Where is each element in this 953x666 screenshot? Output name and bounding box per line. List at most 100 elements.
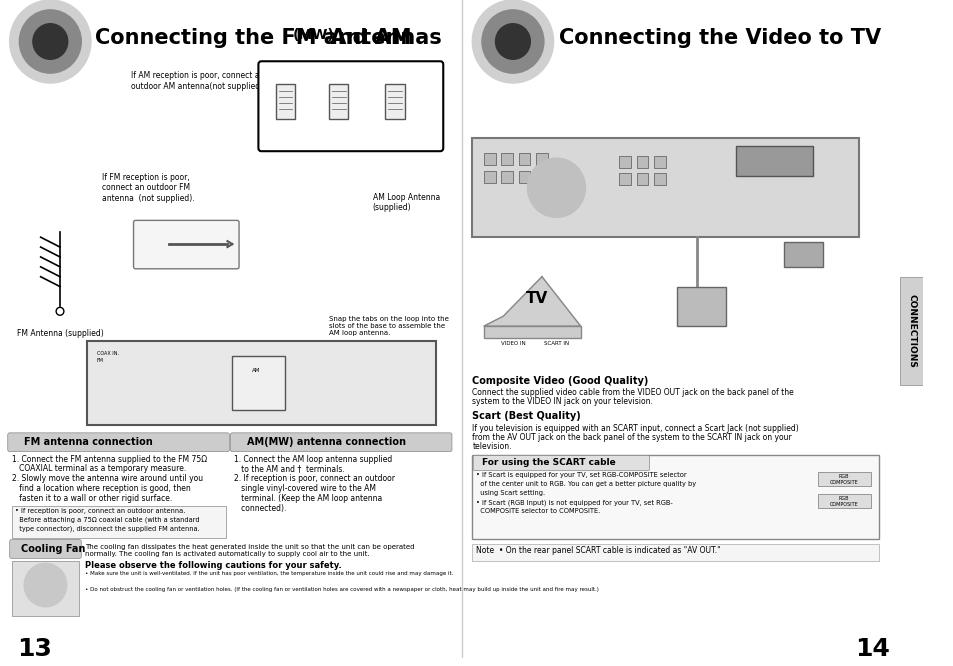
- Bar: [87, 341, 436, 425]
- Bar: [817, 494, 870, 508]
- Bar: [329, 84, 348, 119]
- Bar: [518, 153, 530, 165]
- Bar: [275, 84, 294, 119]
- Bar: [11, 506, 226, 537]
- Text: 2: 2: [340, 74, 346, 84]
- Text: Scart (Best Quality): Scart (Best Quality): [472, 411, 580, 421]
- Text: AM(MW) antenna connection: AM(MW) antenna connection: [247, 437, 405, 447]
- Text: 1. Connect the AM loop antenna supplied: 1. Connect the AM loop antenna supplied: [233, 455, 392, 464]
- Text: 1: 1: [287, 74, 294, 84]
- Text: Note  • On the rear panel SCART cable is indicated as "AV OUT.": Note • On the rear panel SCART cable is …: [476, 545, 720, 555]
- Text: VIDEO IN: VIDEO IN: [500, 341, 525, 346]
- Text: 14: 14: [855, 637, 889, 661]
- Text: from the AV OUT jack on the back panel of the system to the SCART IN jack on you: from the AV OUT jack on the back panel o…: [472, 433, 791, 442]
- Circle shape: [495, 24, 530, 59]
- Text: • If reception is poor, connect an outdoor antenna.: • If reception is poor, connect an outdo…: [14, 508, 185, 514]
- Text: type connector), disconnect the supplied FM antenna.: type connector), disconnect the supplied…: [14, 525, 199, 532]
- Text: COMPOSITE selector to COMPOSITE.: COMPOSITE selector to COMPOSITE.: [476, 508, 599, 514]
- Text: Please observe the following cautions for your safety.: Please observe the following cautions fo…: [85, 561, 341, 570]
- Text: Snap the tabs on the loop into the
slots of the base to assemble the
AM loop ant: Snap the tabs on the loop into the slots…: [329, 316, 449, 336]
- Bar: [637, 173, 648, 184]
- FancyBboxPatch shape: [230, 433, 452, 452]
- Bar: [618, 173, 630, 184]
- Polygon shape: [483, 276, 580, 326]
- Circle shape: [24, 563, 67, 607]
- Text: single vinyl-covered wire to the AM: single vinyl-covered wire to the AM: [233, 484, 375, 494]
- Text: using Scart setting.: using Scart setting.: [476, 490, 545, 496]
- FancyBboxPatch shape: [258, 61, 443, 151]
- Bar: [618, 156, 630, 168]
- Bar: [472, 543, 878, 561]
- Circle shape: [19, 10, 81, 73]
- Text: If FM reception is poor,
connect an outdoor FM
antenna  (not supplied).: If FM reception is poor, connect an outd…: [102, 173, 194, 202]
- Text: terminal. (Keep the AM loop antenna: terminal. (Keep the AM loop antenna: [233, 494, 382, 503]
- Bar: [11, 561, 79, 615]
- Text: to the AM and †  terminals.: to the AM and † terminals.: [233, 464, 345, 474]
- Text: normally. The cooling fan is activated automatically to supply cool air to the u: normally. The cooling fan is activated a…: [85, 551, 370, 557]
- Text: If AM reception is poor, connect an
outdoor AM antenna(not supplied).: If AM reception is poor, connect an outd…: [131, 71, 265, 91]
- Text: Before attaching a 75Ω coaxial cable (with a standard: Before attaching a 75Ω coaxial cable (wi…: [14, 517, 199, 523]
- Bar: [899, 276, 923, 386]
- Bar: [735, 147, 812, 176]
- Text: FM: FM: [96, 358, 104, 363]
- Bar: [472, 455, 878, 539]
- Bar: [654, 173, 665, 184]
- Text: television.: television.: [472, 442, 511, 451]
- Text: COAXIAL terminal as a temporary measure.: COAXIAL terminal as a temporary measure.: [11, 464, 186, 474]
- Text: find a location where reception is good, then: find a location where reception is good,…: [11, 484, 191, 494]
- Bar: [536, 153, 547, 165]
- FancyBboxPatch shape: [473, 456, 649, 470]
- Circle shape: [481, 10, 543, 73]
- Text: • Make sure the unit is well-ventilated. If the unit has poor ventilation, the t: • Make sure the unit is well-ventilated.…: [85, 571, 453, 576]
- FancyBboxPatch shape: [8, 433, 229, 452]
- Bar: [483, 326, 580, 338]
- Bar: [677, 286, 725, 326]
- Circle shape: [472, 0, 553, 83]
- Text: Connecting the FM and AM: Connecting the FM and AM: [94, 28, 411, 48]
- Bar: [500, 171, 513, 183]
- Text: connected).: connected).: [233, 504, 286, 513]
- Text: • If Scart (RGB Input) is not equipped for your TV, set RGB-: • If Scart (RGB Input) is not equipped f…: [476, 499, 672, 505]
- Text: FM antenna connection: FM antenna connection: [24, 437, 152, 447]
- Circle shape: [10, 0, 91, 83]
- Text: CONNECTIONS: CONNECTIONS: [906, 294, 915, 368]
- Circle shape: [527, 158, 585, 217]
- Bar: [654, 156, 665, 168]
- Text: fasten it to a wall or other rigid surface.: fasten it to a wall or other rigid surfa…: [11, 494, 172, 503]
- FancyBboxPatch shape: [10, 539, 81, 558]
- Text: Composite Video (Good Quality): Composite Video (Good Quality): [472, 376, 648, 386]
- Text: TV: TV: [525, 291, 548, 306]
- Text: of the center unit to RGB. You can get a better picture quality by: of the center unit to RGB. You can get a…: [476, 482, 696, 488]
- Bar: [483, 171, 495, 183]
- Text: Cooling Fan: Cooling Fan: [21, 543, 86, 553]
- Text: 3: 3: [398, 74, 404, 84]
- Text: 2. If reception is poor, connect an outdoor: 2. If reception is poor, connect an outd…: [233, 474, 395, 484]
- Bar: [518, 171, 530, 183]
- Text: SCART IN: SCART IN: [543, 341, 568, 346]
- Text: • If Scart is equipped for your TV, set RGB-COMPOSITE selector: • If Scart is equipped for your TV, set …: [476, 472, 686, 478]
- Bar: [500, 153, 513, 165]
- Text: 75Ω: 75Ω: [140, 241, 152, 246]
- Bar: [483, 153, 495, 165]
- Bar: [817, 472, 870, 486]
- Text: (MW): (MW): [292, 28, 334, 42]
- Text: FM: FM: [140, 233, 150, 238]
- Text: • Do not obstruct the cooling fan or ventilation holes. (If the cooling fan or v: • Do not obstruct the cooling fan or ven…: [85, 587, 598, 592]
- Text: 1. Connect the FM antenna supplied to the FM 75Ω: 1. Connect the FM antenna supplied to th…: [11, 455, 207, 464]
- Bar: [472, 139, 859, 237]
- Text: For using the SCART cable: For using the SCART cable: [481, 458, 615, 467]
- Text: COAXIAL: COAXIAL: [140, 225, 168, 230]
- Text: COAX IN.: COAX IN.: [96, 351, 119, 356]
- Bar: [783, 242, 821, 267]
- Text: RGB
COMPOSITE: RGB COMPOSITE: [829, 474, 858, 485]
- Text: If you television is equipped with an SCART input, connect a Scart Jack (not sup: If you television is equipped with an SC…: [472, 424, 799, 433]
- Text: Connecting the Video to TV: Connecting the Video to TV: [558, 28, 881, 48]
- Text: 2. Slowly move the antenna wire around until you: 2. Slowly move the antenna wire around u…: [11, 474, 203, 484]
- Text: The cooling fan dissipates the heat generated inside the unit so that the unit c: The cooling fan dissipates the heat gene…: [85, 543, 415, 549]
- Text: 13: 13: [17, 637, 52, 661]
- Text: Antennas: Antennas: [323, 28, 441, 48]
- Text: RGB
COMPOSITE: RGB COMPOSITE: [829, 496, 858, 507]
- Bar: [232, 356, 285, 410]
- Text: AM: AM: [252, 368, 260, 372]
- Circle shape: [32, 24, 68, 59]
